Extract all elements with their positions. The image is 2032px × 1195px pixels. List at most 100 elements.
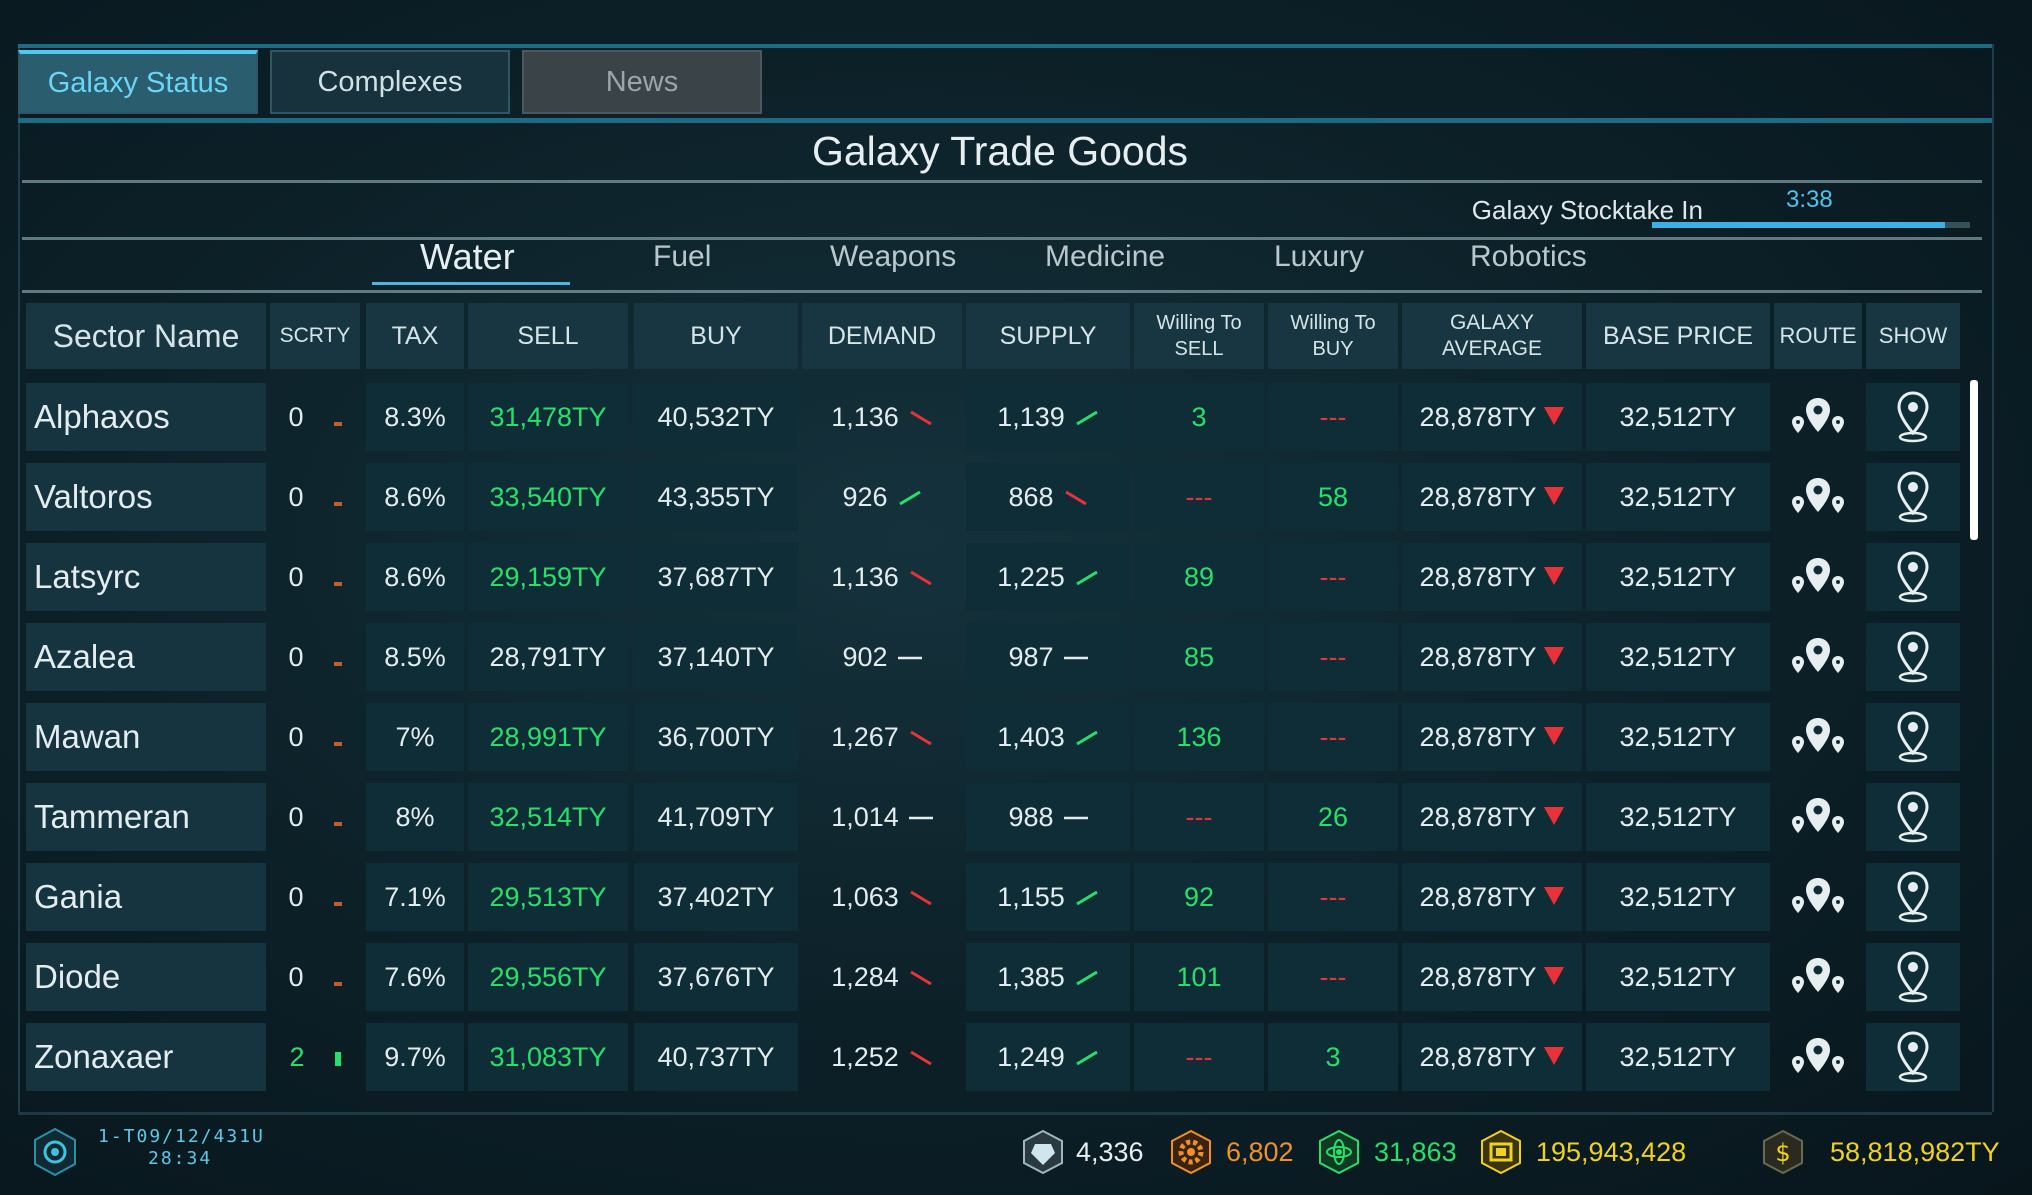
route-pins-icon[interactable] [1774,703,1862,771]
route-pins-icon[interactable] [1774,623,1862,691]
cell-wts: 92 [1134,863,1264,931]
cell-supply: 1,249 [966,1023,1130,1091]
security-indicator-icon [333,642,342,673]
tab-underline [18,118,1992,123]
route-pins-icon[interactable] [1774,863,1862,931]
cell-demand: 1,136 [802,543,962,611]
col-supply[interactable]: SUPPLY [966,303,1130,369]
stocktake-progress-fill [1652,222,1945,228]
col-base-price[interactable]: BASE PRICE [1586,303,1770,369]
divider [22,290,1982,293]
cell-tax-value: 7.6% [384,961,446,992]
cell-scrty: 0 [270,543,360,611]
cell-name: Gania [26,863,266,931]
route-pins-icon[interactable] [1774,383,1862,451]
cell-scrty-value: 2 [289,1041,305,1072]
cell-scrty-value: 0 [288,801,304,832]
cell-wtb: --- [1268,863,1398,931]
map-pin-icon[interactable] [1866,863,1960,931]
cell-wtb-value: 58 [1317,481,1349,512]
cell-name-value: Valtoros [34,478,153,515]
route-pins-icon[interactable] [1774,783,1862,851]
cell-sell: 33,540TY [468,463,628,531]
cell-base: 32,512TY [1586,863,1770,931]
col-sector-name[interactable]: Sector Name [26,303,266,369]
tab-complexes[interactable]: Complexes [270,50,510,114]
trend-down-icon [899,1042,933,1073]
col-buy[interactable]: BUY [634,303,798,369]
col-route[interactable]: ROUTE [1774,303,1862,369]
cell-scrty: 0 [270,943,360,1011]
cell-supply: 1,155 [966,863,1130,931]
cell-sell-value: 31,083TY [489,1041,607,1072]
cell-sell: 31,083TY [468,1023,628,1091]
cell-wts: 89 [1134,543,1264,611]
cell-wtb: 26 [1268,783,1398,851]
category-luxury[interactable]: Luxury [1274,240,1365,273]
cell-buy: 37,687TY [634,543,798,611]
cell-wtb: --- [1268,703,1398,771]
cell-name-value: Tammeran [34,798,190,835]
cell-tax-value: 8.6% [384,561,446,592]
cell-wts: --- [1134,1023,1264,1091]
cell-supply: 1,385 [966,943,1130,1011]
col-show[interactable]: SHOW [1866,303,1960,369]
game-logo-icon[interactable] [30,1127,80,1182]
map-pin-icon[interactable] [1866,1023,1960,1091]
cell-tax-value: 8% [395,801,435,832]
cell-supply-value: 988 [1008,801,1054,832]
route-pins-icon[interactable] [1774,1023,1862,1091]
map-pin-icon[interactable] [1866,623,1960,691]
cell-wtb-value: --- [1319,401,1347,432]
col-sell[interactable]: SELL [468,303,628,369]
cell-avg: 28,878TY [1402,1023,1582,1091]
map-pin-icon[interactable] [1866,463,1960,531]
red-down-triangle-icon [1537,1042,1565,1073]
security-indicator-icon [333,402,342,433]
map-pin-icon[interactable] [1866,543,1960,611]
cell-sell-value: 33,540TY [489,481,607,512]
map-pin-icon[interactable] [1866,943,1960,1011]
cell-name: Diode [26,943,266,1011]
cell-base-value: 32,512TY [1619,1041,1737,1072]
cell-wtb-value: --- [1319,641,1347,672]
map-pin-icon[interactable] [1866,703,1960,771]
tab-galaxy-status[interactable]: Galaxy Status [18,50,258,114]
category-fuel[interactable]: Fuel [653,240,712,273]
cell-base: 32,512TY [1586,543,1770,611]
col-willing-to-buy[interactable]: Willing To BUY [1268,303,1398,369]
category-weapons[interactable]: Weapons [830,240,957,273]
col-demand[interactable]: DEMAND [802,303,962,369]
cell-supply: 868 [966,463,1130,531]
map-pin-icon[interactable] [1866,783,1960,851]
route-pins-icon[interactable] [1774,543,1862,611]
trend-up-icon [1065,562,1099,593]
cell-avg-value: 28,878TY [1419,881,1537,912]
cell-tax: 8.6% [366,543,464,611]
cell-supply: 988 [966,783,1130,851]
cell-sell: 31,478TY [468,383,628,451]
cell-scrty: 0 [270,623,360,691]
category-water[interactable]: Water [420,236,515,277]
route-pins-icon[interactable] [1774,943,1862,1011]
tab-news[interactable]: News [522,50,762,114]
cell-base-value: 32,512TY [1619,641,1737,672]
cell-name-value: Zonaxaer [34,1038,174,1075]
col-willing-to-sell[interactable]: Willing To SELL [1134,303,1264,369]
cell-avg-value: 28,878TY [1419,641,1537,672]
cell-supply: 1,403 [966,703,1130,771]
col-tax[interactable]: TAX [366,303,464,369]
table-scrollbar[interactable] [1970,380,1978,540]
col-scrty[interactable]: SCRTY [270,303,360,369]
col-galaxy-average[interactable]: GALAXY AVERAGE [1402,303,1582,369]
route-pins-icon[interactable] [1774,463,1862,531]
map-pin-icon[interactable] [1866,383,1960,451]
category-medicine[interactable]: Medicine [1045,240,1166,273]
cell-avg-value: 28,878TY [1419,401,1537,432]
cell-demand: 1,136 [802,383,962,451]
cell-buy: 36,700TY [634,703,798,771]
trend-down-icon [1054,482,1088,513]
category-robotics[interactable]: Robotics [1470,240,1587,273]
cell-supply-value: 1,403 [997,721,1065,752]
cell-scrty: 0 [270,783,360,851]
